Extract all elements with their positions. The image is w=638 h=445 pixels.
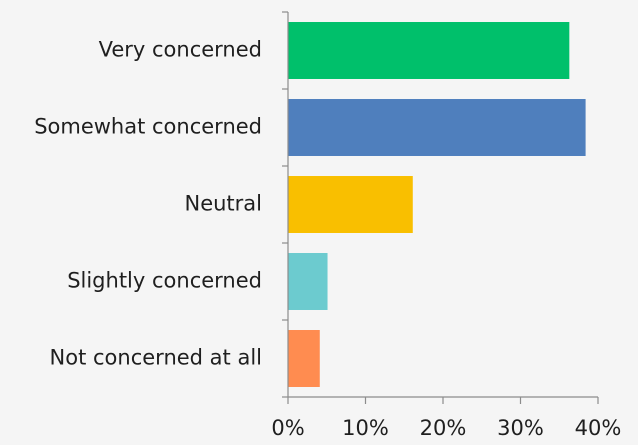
x-tick-labels: 0% 10% 20% 30% 40% [271,416,621,440]
x-tick-label: 0% [271,416,304,440]
bar-somewhat-concerned [288,99,586,156]
category-label: Slightly concerned [67,269,262,293]
category-label: Very concerned [99,38,262,62]
x-tick-label: 40% [575,416,622,440]
category-label: Somewhat concerned [34,115,262,139]
x-tick-label: 20% [420,416,467,440]
bars-group [288,22,586,387]
bar-neutral [288,176,413,233]
bar-very-concerned [288,22,570,79]
category-labels: Very concerned Somewhat concerned Neutral S… [34,38,262,370]
category-label: Not concerned at all [50,346,262,370]
axes [282,11,599,404]
bar-not-concerned-at-all [288,330,320,387]
x-tick-label: 10% [342,416,389,440]
x-tick-label: 30% [497,416,544,440]
category-label: Neutral [184,192,262,216]
bar-slightly-concerned [288,253,328,310]
